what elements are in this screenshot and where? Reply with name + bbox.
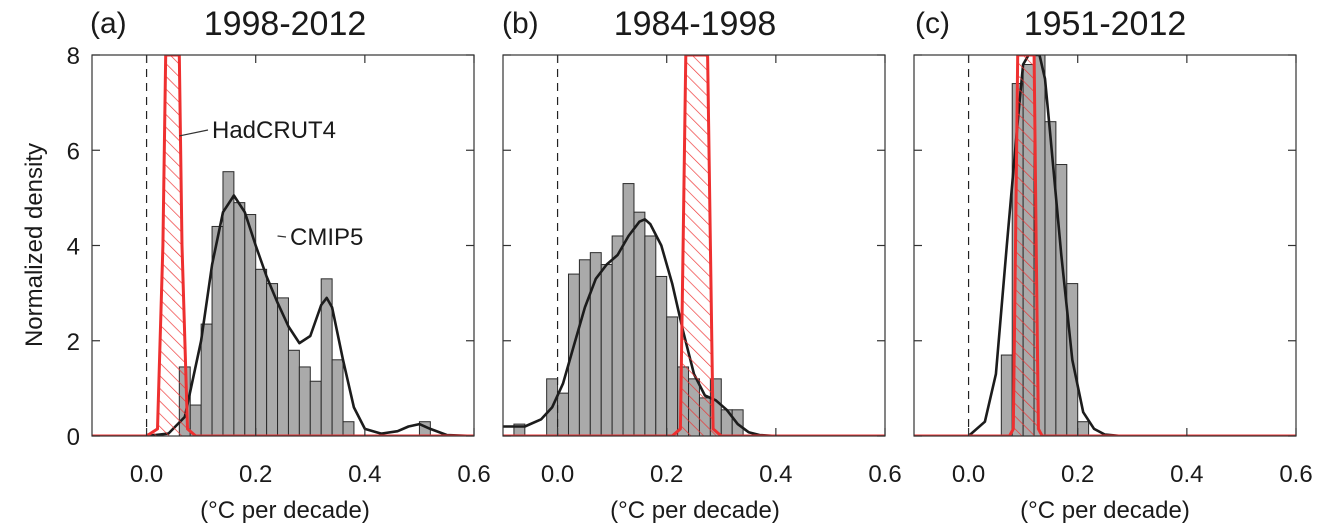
cmip5-curve (503, 218, 885, 436)
hadcrut4-hatch (92, 55, 474, 436)
histogram-bar (255, 268, 268, 436)
panel-title: 1998-2012 (204, 5, 367, 43)
x-axis-label: (°C per decade) (1020, 497, 1190, 524)
hadcrut4-hatch (914, 55, 1296, 436)
histogram-bar (200, 323, 213, 436)
annotation-hadcrut4: HadCRUT4 (212, 117, 336, 144)
histogram-bar (557, 392, 569, 436)
annotation-leader (179, 129, 209, 137)
plot-area: 0.0 0.2 0.4 0.6 0 2 4 6 8 (67, 43, 491, 488)
y-tick-label: 2 (67, 329, 80, 356)
histogram-bar (578, 259, 591, 436)
plot-frame (913, 54, 1297, 437)
plot-content (503, 55, 885, 436)
histogram-bar (622, 183, 635, 436)
x-axis-label: (°C per decade) (610, 497, 780, 524)
x-tick-label: 0.4 (348, 461, 381, 488)
hadcrut4-line (92, 55, 474, 436)
panel-letter: (c) (915, 7, 950, 40)
x-tick-label: 0.6 (868, 461, 901, 488)
histogram-bar (331, 359, 344, 436)
panel-title: 1951-2012 (1024, 5, 1187, 43)
panel-letter: (b) (502, 7, 539, 40)
histogram-bar (655, 275, 668, 436)
annotation-leader (277, 235, 287, 238)
panel-a: (a) 1998-2012 0.0 0.2 0.4 0.6 0 2 4 6 8 (°C per … (67, 5, 491, 524)
x-tick-label: 0.0 (130, 461, 163, 488)
histogram-bar (1077, 421, 1090, 436)
histogram-bar (309, 380, 322, 436)
x-tick-label: 0.0 (952, 461, 985, 488)
histogram-bar (1000, 354, 1013, 436)
x-tick-label: 0.2 (1061, 461, 1094, 488)
histogram-bar (513, 423, 526, 436)
annotation-cmip5: CMIP5 (290, 224, 363, 251)
x-tick-label: 0.2 (239, 461, 272, 488)
x-tick-label: 0.6 (1279, 461, 1312, 488)
panel-b: (b) 1984-1998 0.0 0.2 0.4 0.6 (°C per decad… (502, 5, 902, 524)
x-axis-label: (°C per decade) (200, 497, 370, 524)
plot-content (914, 55, 1296, 436)
histogram-bar (277, 297, 289, 436)
x-tick-label: 0.4 (1170, 461, 1203, 488)
y-tick-label: 6 (67, 138, 80, 165)
panel-letter: (a) (90, 7, 127, 40)
y-tick-label: 8 (67, 43, 80, 70)
plot-area: 0.0 0.2 0.4 0.6 (913, 54, 1313, 488)
y-axis-label: Normalized density (21, 143, 48, 347)
panel-title: 1984-1998 (614, 5, 777, 43)
plot-content (92, 55, 474, 436)
histogram-bar (298, 366, 311, 436)
hadcrut4-hatch (503, 55, 885, 436)
histogram-bar (611, 235, 624, 436)
x-tick-label: 0.6 (457, 461, 490, 488)
x-tick-label: 0.4 (759, 461, 792, 488)
y-tick-label: 0 (67, 424, 80, 451)
histogram-bar (666, 316, 679, 436)
histogram-bar (244, 214, 257, 436)
histogram-bar (320, 278, 333, 436)
cmip5-curve (914, 55, 1296, 436)
hadcrut4-line (914, 55, 1296, 436)
histogram-bar (266, 283, 279, 436)
histogram-bar (233, 202, 246, 436)
histogram-bar (287, 349, 300, 436)
histogram-bar (633, 211, 646, 436)
histogram-bar (342, 421, 355, 436)
hadcrut4-line (503, 55, 885, 436)
x-tick-label: 0.2 (650, 461, 683, 488)
histogram-bar (600, 264, 613, 436)
x-tick-label: 0.0 (541, 461, 574, 488)
histogram-bar (644, 235, 657, 436)
y-tick-label: 4 (67, 234, 80, 261)
cmip5-curve (92, 194, 474, 436)
plot-area: 0.0 0.2 0.4 0.6 (502, 54, 902, 488)
panel-c: (c) 1951-2012 0.0 0.2 0.4 0.6 (°C per decad… (913, 5, 1313, 524)
